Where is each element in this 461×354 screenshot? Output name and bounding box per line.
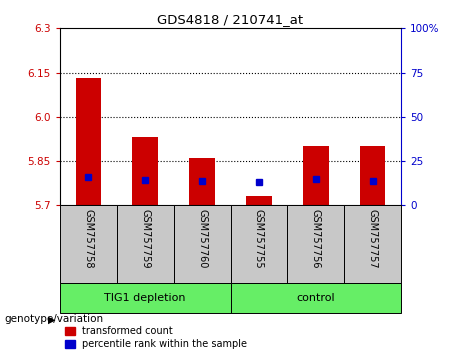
- Bar: [344, 205, 401, 283]
- Bar: [132, 137, 158, 205]
- Bar: [230, 205, 287, 283]
- Bar: [360, 146, 385, 205]
- Text: genotype/variation: genotype/variation: [5, 314, 104, 325]
- Text: GSM757755: GSM757755: [254, 209, 264, 269]
- Bar: [60, 205, 117, 283]
- Text: GSM757756: GSM757756: [311, 209, 321, 269]
- Text: ▶: ▶: [48, 314, 55, 325]
- Bar: [76, 79, 101, 205]
- Text: GSM757759: GSM757759: [140, 209, 150, 269]
- Text: GSM757757: GSM757757: [367, 209, 378, 269]
- Bar: [230, 283, 401, 313]
- Bar: [303, 146, 329, 205]
- Bar: [117, 205, 174, 283]
- Bar: [246, 196, 272, 205]
- Text: GSM757758: GSM757758: [83, 209, 94, 269]
- Bar: [60, 283, 230, 313]
- Title: GDS4818 / 210741_at: GDS4818 / 210741_at: [158, 13, 303, 26]
- Bar: [189, 158, 215, 205]
- Bar: [174, 205, 230, 283]
- Text: TIG1 depletion: TIG1 depletion: [105, 293, 186, 303]
- Bar: [287, 205, 344, 283]
- Text: control: control: [296, 293, 335, 303]
- Text: GSM757760: GSM757760: [197, 209, 207, 269]
- Legend: transformed count, percentile rank within the sample: transformed count, percentile rank withi…: [65, 326, 247, 349]
